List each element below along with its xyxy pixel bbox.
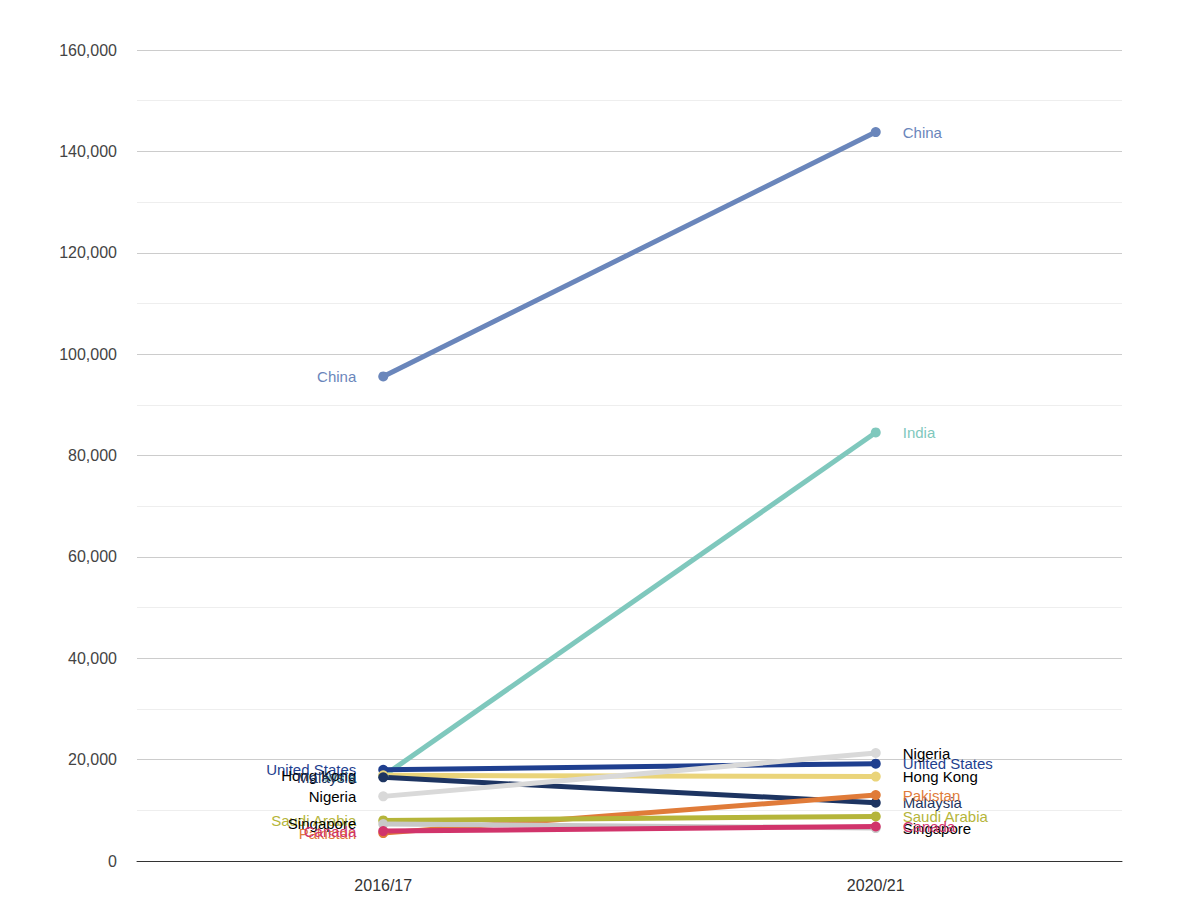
svg-text:Canada: Canada [304,823,357,840]
svg-text:India: India [903,424,936,441]
svg-text:2016/17: 2016/17 [354,877,412,894]
svg-text:2020/21: 2020/21 [847,877,905,894]
svg-text:60,000: 60,000 [68,548,117,565]
svg-text:100,000: 100,000 [59,346,117,363]
svg-text:China: China [317,368,357,385]
svg-text:160,000: 160,000 [59,42,117,59]
svg-text:40,000: 40,000 [68,650,117,667]
svg-text:Malaysia: Malaysia [297,769,357,786]
svg-text:Nigeria: Nigeria [309,788,357,805]
svg-text:120,000: 120,000 [59,244,117,261]
svg-text:Hong Kong: Hong Kong [903,768,978,785]
svg-text:80,000: 80,000 [68,447,117,464]
svg-text:Canada: Canada [903,818,956,835]
svg-text:China: China [903,124,943,141]
svg-text:20,000: 20,000 [68,751,117,768]
svg-text:0: 0 [108,853,117,870]
svg-text:Pakistan: Pakistan [903,787,961,804]
svg-text:Nigeria: Nigeria [903,745,951,762]
svg-text:Saudi Arabia: Saudi Arabia [902,807,988,825]
svg-text:140,000: 140,000 [59,143,117,160]
